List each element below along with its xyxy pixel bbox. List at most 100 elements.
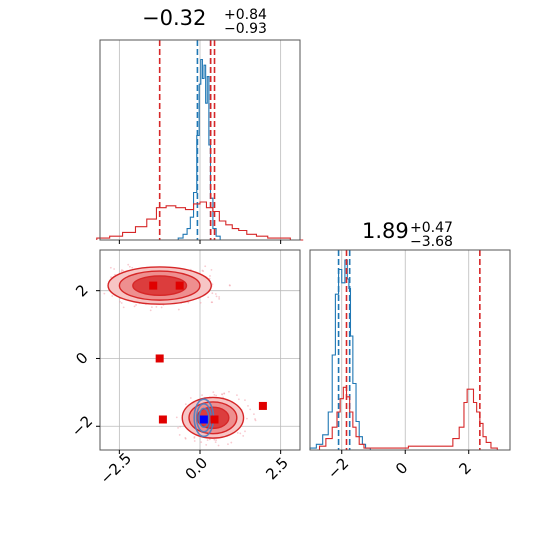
p3-haze-point	[210, 269, 213, 271]
p3-haze-point	[128, 265, 131, 268]
p3-haze-point	[236, 431, 239, 434]
p3-haze-point	[111, 295, 114, 297]
p3-haze-point	[244, 399, 246, 402]
p1-hist-series-1	[96, 201, 304, 241]
p3-haze-point	[119, 300, 121, 303]
p3-haze-point	[236, 394, 238, 397]
p3-haze-point	[177, 426, 179, 429]
p3-haze-point	[242, 435, 245, 437]
p3-haze-point	[204, 265, 207, 268]
p3-haze-point	[193, 440, 196, 442]
title-param2-minus: −3.68	[410, 234, 453, 250]
p3-haze-point	[213, 438, 216, 441]
p3-haze-point	[228, 284, 231, 287]
p3-haze-point	[208, 438, 211, 441]
p3-haze-point	[214, 441, 217, 444]
p3-haze-point	[212, 391, 215, 393]
p3-haze-point	[206, 439, 209, 442]
p3-haze-point	[244, 430, 246, 433]
title-param2: 1.89 +0.47 −3.68	[362, 219, 453, 250]
title-param1: −0.32 +0.84 −0.93	[142, 6, 267, 37]
p3-haze-point	[218, 296, 221, 298]
p2-xtick-label-1: 0	[392, 459, 411, 478]
p3-haze-point	[223, 392, 226, 395]
p3-haze-point	[178, 434, 181, 436]
p3-haze-point	[127, 263, 130, 266]
p3-haze-point	[113, 268, 116, 270]
p3-ytick-label-1: 0	[72, 349, 91, 368]
p3-haze-point	[228, 390, 230, 393]
p2-hist-series-0	[309, 259, 377, 451]
p3-red-marker-3	[158, 415, 167, 424]
p3-haze-point	[187, 301, 190, 304]
title-param1-minus: −0.93	[224, 21, 267, 37]
p3-haze-point	[120, 269, 123, 271]
p3-haze-point	[209, 275, 211, 277]
p3-xtick-label-1: 0.0	[182, 454, 212, 484]
p3-haze-point	[179, 425, 182, 428]
p3-haze-point	[133, 305, 136, 308]
p3-haze-point	[184, 403, 187, 406]
title-param1-plus: +0.84	[224, 7, 267, 23]
p3-haze-point	[215, 295, 218, 298]
p3-red-marker-2	[155, 354, 164, 363]
p3-haze-point	[200, 441, 203, 444]
p3-haze-point	[160, 306, 163, 309]
p3-haze-point	[120, 302, 123, 304]
p2-xtick-label-0: −2	[324, 454, 352, 482]
p3-ytick-label-0: −2	[68, 412, 96, 440]
p3-haze-point	[227, 443, 229, 446]
p3-red-marker-1	[175, 281, 184, 290]
p3-haze-point	[199, 301, 202, 304]
p3-haze-point	[215, 439, 217, 442]
p3-haze-point	[211, 292, 214, 295]
p3-haze-point	[214, 293, 217, 295]
p3-haze-point	[218, 297, 221, 300]
p3-haze-point	[177, 308, 180, 311]
p3-red-marker-5	[210, 415, 219, 424]
p2-frame	[309, 249, 511, 451]
p3-blue-contour-2	[198, 407, 210, 428]
title-param1-value: −0.32	[142, 6, 207, 30]
p3-haze-point	[211, 301, 214, 304]
p3-haze-point	[135, 304, 137, 306]
p3-haze-point	[215, 394, 218, 397]
p3-ytick-label-2: 2	[72, 281, 91, 300]
p3-haze-point	[155, 306, 158, 308]
p3-haze-point	[230, 441, 233, 444]
p3-haze-point	[201, 394, 203, 396]
title-param2-value: 1.89	[362, 219, 409, 243]
p3-xtick-label-0: −2.5	[97, 449, 135, 487]
p3-haze-point	[254, 419, 257, 422]
p3-haze-point	[207, 296, 210, 299]
p3-red-marker-4	[258, 401, 267, 410]
p3-haze-point	[247, 404, 249, 407]
p3-haze-point	[205, 443, 208, 446]
p3-haze-point	[246, 417, 248, 420]
p3-haze-point	[253, 413, 255, 416]
p3-haze-point	[122, 306, 125, 309]
p3-haze-point	[184, 436, 187, 439]
p3-haze-point	[189, 397, 192, 399]
p3-haze-point	[103, 292, 106, 295]
p3-haze-point	[193, 436, 196, 438]
p3-haze-point	[109, 266, 112, 269]
p3-haze-point	[239, 432, 242, 435]
p3-haze-point	[175, 416, 178, 419]
p3-xtick-label-2: 2.5	[262, 454, 292, 484]
p3-haze-point	[150, 306, 153, 309]
p3-haze-point	[213, 393, 216, 396]
p3-haze-point	[202, 270, 205, 273]
p1-hist-series-0	[173, 58, 225, 241]
p3-red-marker-0	[149, 281, 158, 290]
marginal-panel-param2: −2 0 2	[309, 249, 511, 483]
joint-contour-panel: −2.5 0.0 2.5 −2 0 2	[68, 249, 301, 488]
p3-haze-point	[221, 393, 223, 396]
p3-haze-point	[110, 276, 112, 279]
p3-haze-point	[149, 309, 152, 312]
p3-haze-point	[211, 283, 214, 286]
title-param2-plus: +0.47	[410, 220, 453, 236]
p3-haze-point	[131, 266, 134, 269]
p3-haze-point	[237, 398, 240, 401]
